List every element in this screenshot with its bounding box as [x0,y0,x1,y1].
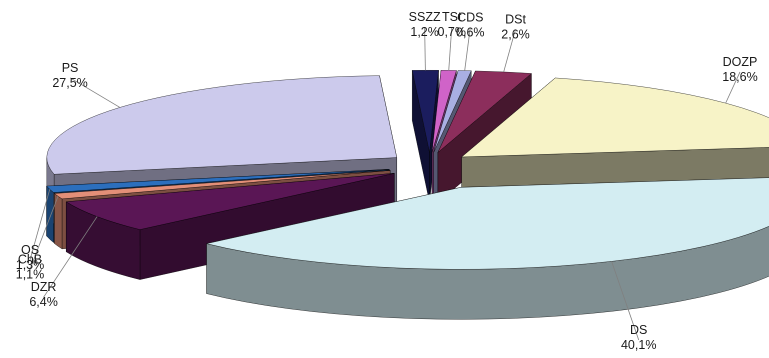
slice-label-value-dzr: 6,4% [29,295,58,309]
slice-label-name-cds: CDS [457,10,483,24]
slice-label-name-dozp: DOZP [723,55,758,69]
leader-line-dst [503,29,516,73]
leader-line-dzr [43,216,98,298]
slice-label-name-ds: DS [630,323,647,337]
slice-label-value-ds: 40,1% [621,338,656,352]
leader-line-sszz [424,26,426,71]
label-leader-lines [29,26,741,341]
slice-label-value-tst: 0,7% [438,25,467,39]
slice-label-name-ps: PS [62,61,79,75]
slice-label-value-ps: 27,5% [52,76,87,90]
pie-top-faces [46,70,769,270]
slice-label-name-tst: TSt [442,10,462,24]
slice-label-name-chb: ChB [18,252,42,266]
slice-ps [46,75,397,175]
leader-line-ds [611,261,640,341]
leader-line-ps [69,77,121,108]
slice-label-value-chb: 1,1% [16,267,45,281]
leader-line-dozp [725,71,741,104]
slice-label-name-os: OS [21,243,39,257]
slice-os-outer-wall [46,185,54,243]
slice-sszz [411,70,439,153]
leader-line-chb [29,196,59,270]
slice-label-name-dst: DSt [505,12,526,26]
slice-label-name-sszz: SSZZ [409,10,441,24]
slice-ds [206,177,769,270]
slice-dozp [461,77,769,158]
slice-tst [431,70,457,153]
leader-line-os [29,189,51,260]
slice-label-name-dzr: DZR [31,280,57,294]
slice-label-value-dozp: 18,6% [722,70,757,84]
leader-line-tst [448,27,453,71]
slice-label-value-sszz: 1,2% [410,25,439,39]
leader-line-cds [464,27,471,71]
slice-label-value-os: 1,3% [16,258,45,272]
slice-label-value-dst: 2,6% [501,27,530,41]
slice-chb [53,170,391,200]
slice-label-value-cds: 0,6% [456,25,485,39]
